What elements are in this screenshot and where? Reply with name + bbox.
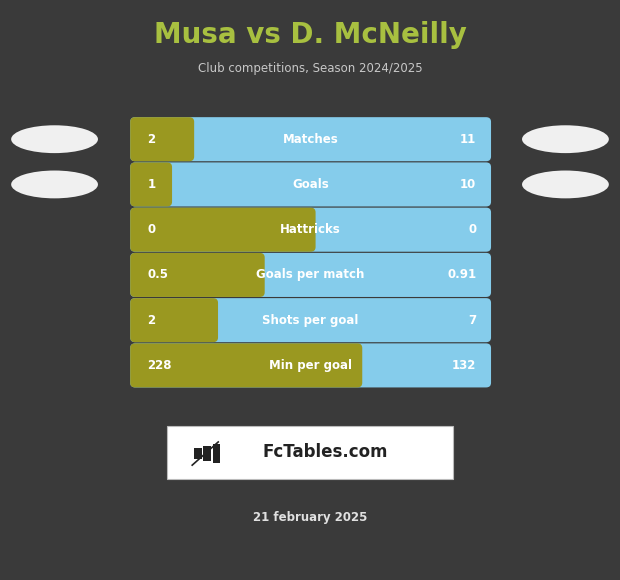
Text: Goals per match: Goals per match <box>257 269 365 281</box>
Text: Goals: Goals <box>292 178 329 191</box>
Ellipse shape <box>11 125 98 153</box>
Text: 0: 0 <box>468 223 476 236</box>
Text: 2: 2 <box>148 314 156 327</box>
Text: 7: 7 <box>468 314 476 327</box>
FancyBboxPatch shape <box>130 253 265 297</box>
FancyBboxPatch shape <box>130 117 491 161</box>
Text: 0: 0 <box>148 223 156 236</box>
FancyBboxPatch shape <box>130 162 491 206</box>
Text: Matches: Matches <box>283 133 339 146</box>
Ellipse shape <box>522 125 609 153</box>
Text: 10: 10 <box>460 178 476 191</box>
Text: Shots per goal: Shots per goal <box>262 314 359 327</box>
Text: Club competitions, Season 2024/2025: Club competitions, Season 2024/2025 <box>198 62 422 75</box>
FancyBboxPatch shape <box>130 117 194 161</box>
FancyBboxPatch shape <box>130 298 491 342</box>
Text: 11: 11 <box>460 133 476 146</box>
Text: Musa vs D. McNeilly: Musa vs D. McNeilly <box>154 21 466 49</box>
FancyBboxPatch shape <box>167 426 453 478</box>
FancyBboxPatch shape <box>130 208 491 252</box>
Bar <box>203 446 211 461</box>
Text: Hattricks: Hattricks <box>280 223 341 236</box>
Bar <box>213 444 220 463</box>
Text: 2: 2 <box>148 133 156 146</box>
FancyBboxPatch shape <box>130 343 491 387</box>
Text: 21 february 2025: 21 february 2025 <box>253 511 367 524</box>
FancyBboxPatch shape <box>130 253 491 297</box>
Text: 0.91: 0.91 <box>447 269 476 281</box>
Text: 0.5: 0.5 <box>148 269 169 281</box>
Bar <box>194 448 202 459</box>
FancyBboxPatch shape <box>130 208 316 252</box>
FancyBboxPatch shape <box>130 162 172 206</box>
Text: 228: 228 <box>148 359 172 372</box>
Ellipse shape <box>522 171 609 198</box>
Text: Min per goal: Min per goal <box>269 359 352 372</box>
FancyBboxPatch shape <box>130 298 218 342</box>
Text: 1: 1 <box>148 178 156 191</box>
Text: FcTables.com: FcTables.com <box>263 443 388 462</box>
FancyBboxPatch shape <box>130 343 362 387</box>
Text: 132: 132 <box>452 359 476 372</box>
Ellipse shape <box>11 171 98 198</box>
